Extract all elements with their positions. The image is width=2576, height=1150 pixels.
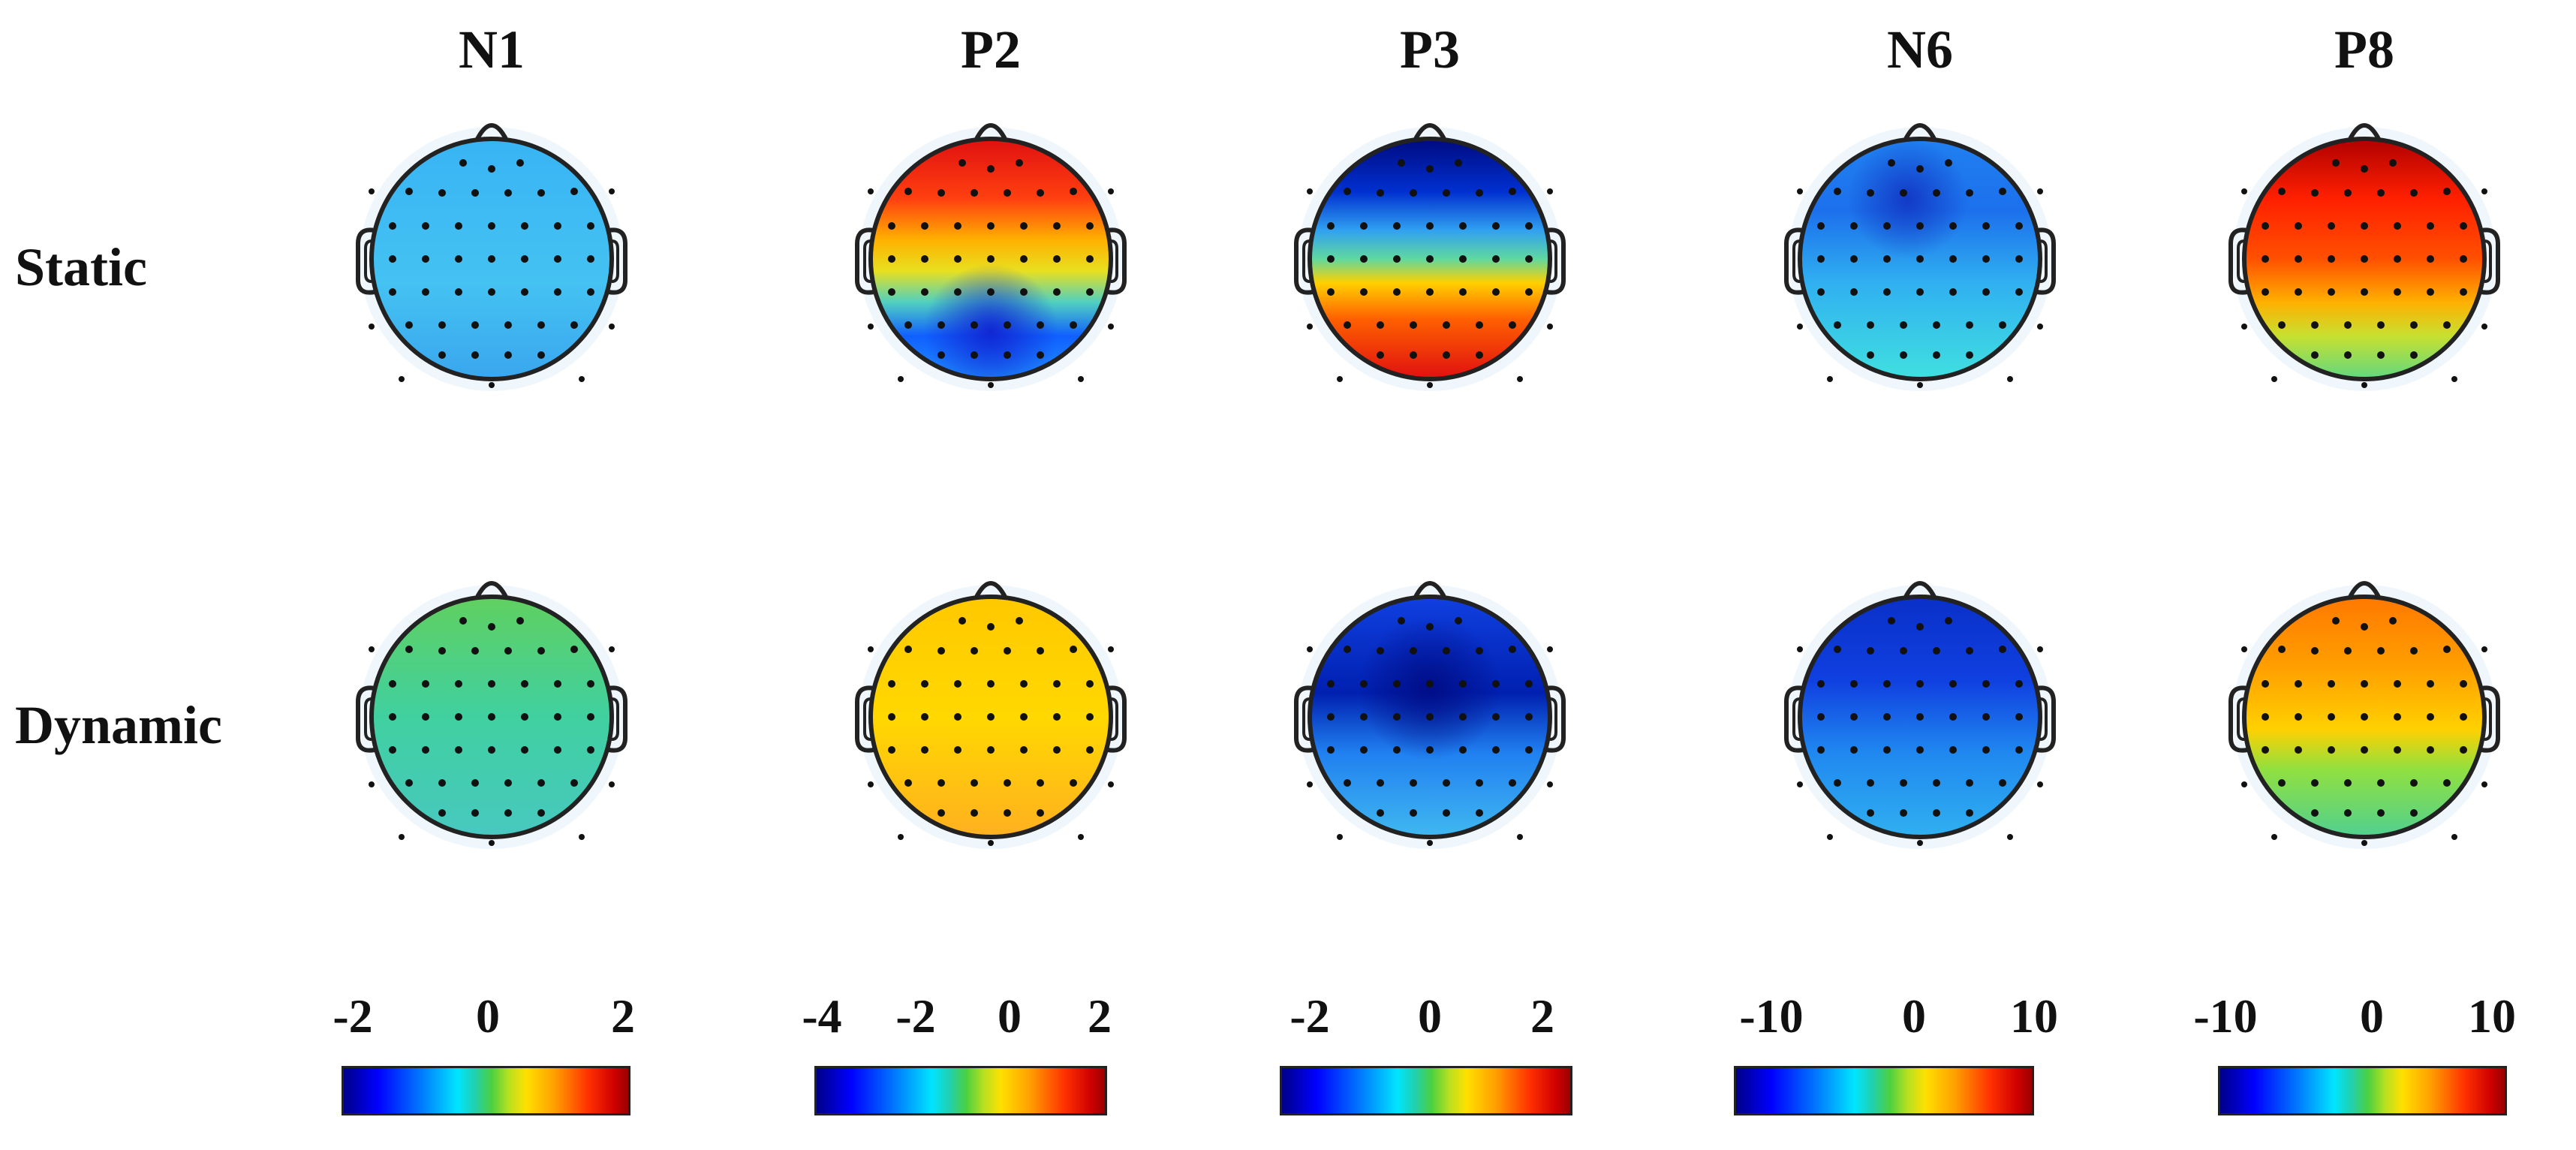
colorbar-p3 <box>1280 1066 1572 1115</box>
condition-label-static: Static <box>15 237 147 297</box>
topomap-dynamic-p8 <box>2231 583 2498 849</box>
topomap-dynamic-p3 <box>1296 583 1563 849</box>
colorbar-p8 <box>2218 1066 2507 1115</box>
tick-label: -2 <box>895 989 936 1043</box>
tick-label: 2 <box>1530 989 1554 1043</box>
condition-label-dynamic: Dynamic <box>15 695 222 755</box>
tick-label: 0 <box>1902 989 1926 1043</box>
topomap-dynamic-n1 <box>358 583 625 849</box>
colorbar-ticks-n1: -2 0 2 <box>333 989 635 1046</box>
component-title-p8: P8 <box>2334 20 2394 80</box>
component-title-p2: P2 <box>961 20 1021 80</box>
tick-label: 10 <box>2468 989 2516 1043</box>
topography-grid <box>0 0 2576 849</box>
topomap-static-p8 <box>2231 125 2498 391</box>
tick-label: 0 <box>1418 989 1442 1043</box>
tick-label: 0 <box>998 989 1022 1043</box>
component-title-n1: N1 <box>459 20 525 80</box>
tick-label: 2 <box>611 989 635 1043</box>
tick-label: 10 <box>2010 989 2058 1043</box>
tick-label: -10 <box>2193 989 2258 1043</box>
colorbar-p2 <box>814 1066 1107 1115</box>
tick-label: -2 <box>1290 989 1330 1043</box>
topomap-dynamic-n6 <box>1786 583 2054 849</box>
tick-label: -2 <box>333 989 373 1043</box>
topomap-static-n1 <box>358 125 625 391</box>
colorbar-ticks-p2: -4 -2 0 2 <box>802 989 1112 1046</box>
colorbar-n6 <box>1734 1066 2034 1115</box>
tick-label: 0 <box>2360 989 2384 1043</box>
tick-label: 0 <box>476 989 500 1043</box>
topomap-static-n6 <box>1786 125 2054 391</box>
colorbar-ticks-p8: -10 0 10 <box>2184 989 2516 1046</box>
component-title-p3: P3 <box>1400 20 1460 80</box>
colorbar-ticks-p3: -2 0 2 <box>1280 992 1572 1046</box>
topomap-dynamic-p2 <box>857 583 1124 849</box>
colorbar-ticks-n6: -10 0 10 <box>1734 989 2058 1046</box>
component-title-n6: N6 <box>1887 20 1953 80</box>
tick-label: -10 <box>1739 989 1804 1043</box>
colorbar-n1 <box>342 1066 630 1115</box>
tick-label: 2 <box>1088 989 1112 1043</box>
topomap-static-p2 <box>857 125 1124 391</box>
topomap-static-p3 <box>1296 125 1563 391</box>
tick-label: -4 <box>802 989 842 1043</box>
